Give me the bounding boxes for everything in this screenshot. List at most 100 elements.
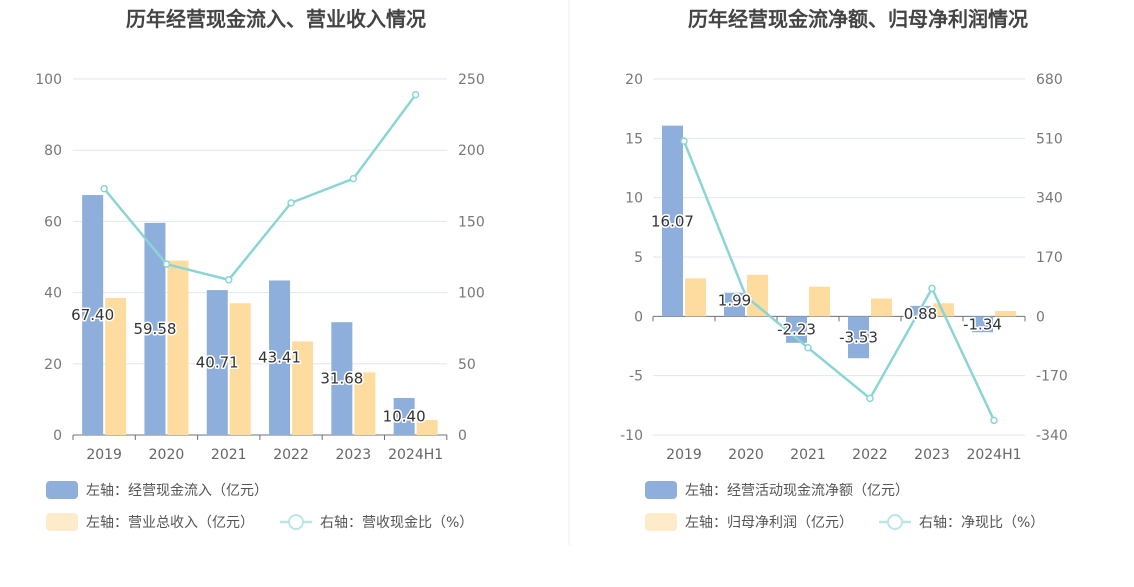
chart-left-data-label: 10.40	[383, 407, 426, 425]
chart-right-y-left-tick-label: -5	[629, 369, 643, 385]
chart-left-line-point	[287, 199, 295, 207]
chart-right-x-tick-label: 2021	[790, 447, 826, 463]
chart-left-y-left-tick-label: 80	[44, 143, 62, 159]
chart-right-y-right-tick-label: 0	[1036, 309, 1045, 325]
chart-left-legend-line-marker	[288, 514, 304, 530]
chart-left-bar	[167, 260, 189, 435]
chart-left-data-label: 40.71	[196, 354, 239, 372]
chart-left-y-left-tick-label: 40	[44, 286, 62, 302]
chart-left-data-label: 43.41	[258, 349, 301, 367]
chart-right-line-point	[680, 137, 688, 145]
chart-right-legend-swatch	[645, 481, 677, 499]
chart-left-y-right-tick-label: 50	[458, 357, 476, 373]
chart-right-bar	[786, 316, 807, 343]
chart-left-legend-label: 左轴：经营现金流入（亿元）	[86, 483, 268, 499]
chart-right-data-label: 16.07	[651, 213, 694, 231]
chart-right-legend-swatch	[645, 513, 677, 531]
chart-left-title: 历年经营现金流入、营业收入情况	[126, 7, 426, 31]
chart-left-bar	[416, 420, 438, 435]
chart-right-x-tick-label: 2022	[852, 447, 888, 463]
chart-right-line-point	[990, 416, 998, 425]
chart-right-x-tick-label: 2019	[666, 447, 702, 463]
chart-left-y-right-tick-label: 0	[458, 428, 467, 444]
chart-right-data-label: 1.99	[718, 292, 751, 310]
chart-right-bar	[724, 292, 745, 317]
chart-left-bar	[331, 322, 353, 435]
chart-right-y-right-tick-label: -340	[1036, 428, 1068, 444]
chart-left-data-label: 31.68	[320, 370, 363, 388]
chart-right-bar	[995, 310, 1016, 317]
chart-right-y-left-tick-label: 5	[634, 250, 643, 266]
chart-right-x-tick-label: 2020	[728, 447, 764, 463]
chart-left-series-line	[103, 93, 417, 282]
chart-left-bar	[354, 372, 376, 435]
chart-right-y-left-tick-label: 0	[634, 309, 643, 325]
chart-left-y-right-tick-label: 200	[458, 143, 485, 159]
chart-right-data-label: -1.34	[963, 315, 1002, 333]
chart-right-data-label: 0.88	[904, 305, 937, 323]
chart-right-y-right-tick-label: 340	[1036, 191, 1063, 207]
chart-left-data-label: 67.40	[71, 306, 114, 324]
chart-right-bar	[809, 286, 830, 317]
chart-left-line-point	[349, 174, 358, 183]
chart-left-x-tick-label: 2022	[273, 447, 309, 463]
chart-right-y-left-tick-label: -10	[620, 428, 643, 444]
chart-left-bar	[144, 222, 166, 435]
chart-left-x-tick-label: 2021	[211, 447, 247, 463]
chart-right-legend-label: 左轴：经营活动现金流净额（亿元）	[685, 483, 909, 499]
chart-left-y-left-tick-label: 20	[44, 357, 62, 373]
chart-left-x-tick-label: 2019	[86, 447, 122, 463]
chart-right-legend-label: 右轴：净现比（%）	[919, 515, 1044, 531]
chart-left-bar	[82, 195, 104, 435]
chart-left-y-right-tick-label: 150	[458, 214, 485, 230]
chart-left-y-left-tick-label: 100	[35, 72, 62, 88]
chart-left-legend-swatch	[46, 481, 78, 499]
chart-left-line-point	[411, 90, 420, 99]
chart-right-line-point	[742, 292, 750, 301]
chart-left-legend-label: 右轴：营收现金比（%）	[320, 515, 473, 531]
chart-right-line-point	[928, 284, 936, 293]
chart-left-y-right-tick-label: 100	[458, 286, 485, 302]
chart-right-data-label: -2.23	[777, 321, 816, 339]
chart-left-bar	[393, 397, 415, 435]
chart-right-legend-line-marker	[887, 514, 903, 530]
chart-right-x-tick-label: 2024H1	[966, 447, 1021, 463]
chart-right-y-left-tick-label: 15	[625, 131, 643, 147]
chart-right-y-right-tick-label: -170	[1036, 369, 1068, 385]
chart-left-bar	[292, 341, 314, 435]
chart-left-data-label: 59.58	[133, 320, 176, 338]
chart-left-line-point	[162, 260, 171, 268]
chart-left-legend-label: 左轴：营业总收入（亿元）	[86, 515, 254, 531]
chart-right-series-line	[682, 140, 996, 421]
chart-right-title: 历年经营现金流净额、归母净利润情况	[688, 7, 1028, 31]
chart-right-bar	[848, 316, 869, 359]
chart-right-line-point	[866, 394, 874, 403]
chart-left-bar	[105, 297, 127, 435]
chart-right-y-left-tick-label: 10	[625, 191, 643, 207]
chart-left-x-tick-label: 2023	[336, 447, 372, 463]
chart-left-bar	[269, 280, 291, 435]
chart-left-x-tick-label: 2024H1	[388, 447, 443, 463]
chart-left-legend-swatch	[46, 513, 78, 531]
chart-left-y-right-tick-label: 250	[458, 72, 485, 88]
chart-left-line-point	[225, 276, 233, 284]
chart-right-y-right-tick-label: 510	[1036, 131, 1063, 147]
chart-left-y-left-tick-label: 0	[53, 428, 62, 444]
chart-right-y-right-tick-label: 170	[1036, 250, 1063, 266]
chart-right-bar	[685, 278, 706, 317]
chart-left-bar	[229, 303, 251, 435]
chart-right-bar	[933, 303, 954, 317]
chart-right-bar	[972, 316, 993, 333]
chart-right-y-left-tick-label: 20	[625, 72, 643, 88]
chart-left-x-tick-label: 2020	[149, 447, 185, 463]
chart-left-bar	[206, 290, 228, 435]
chart-right-line-point	[804, 343, 812, 352]
chart-right-y-right-tick-label: 680	[1036, 72, 1063, 88]
chart-right-bar	[871, 298, 892, 317]
chart-left-y-left-tick-label: 60	[44, 214, 62, 230]
chart-right-legend-label: 左轴：归母净利润（亿元）	[685, 514, 853, 531]
chart-right-data-label: -3.53	[839, 328, 878, 346]
chart-right-x-tick-label: 2023	[914, 447, 950, 463]
